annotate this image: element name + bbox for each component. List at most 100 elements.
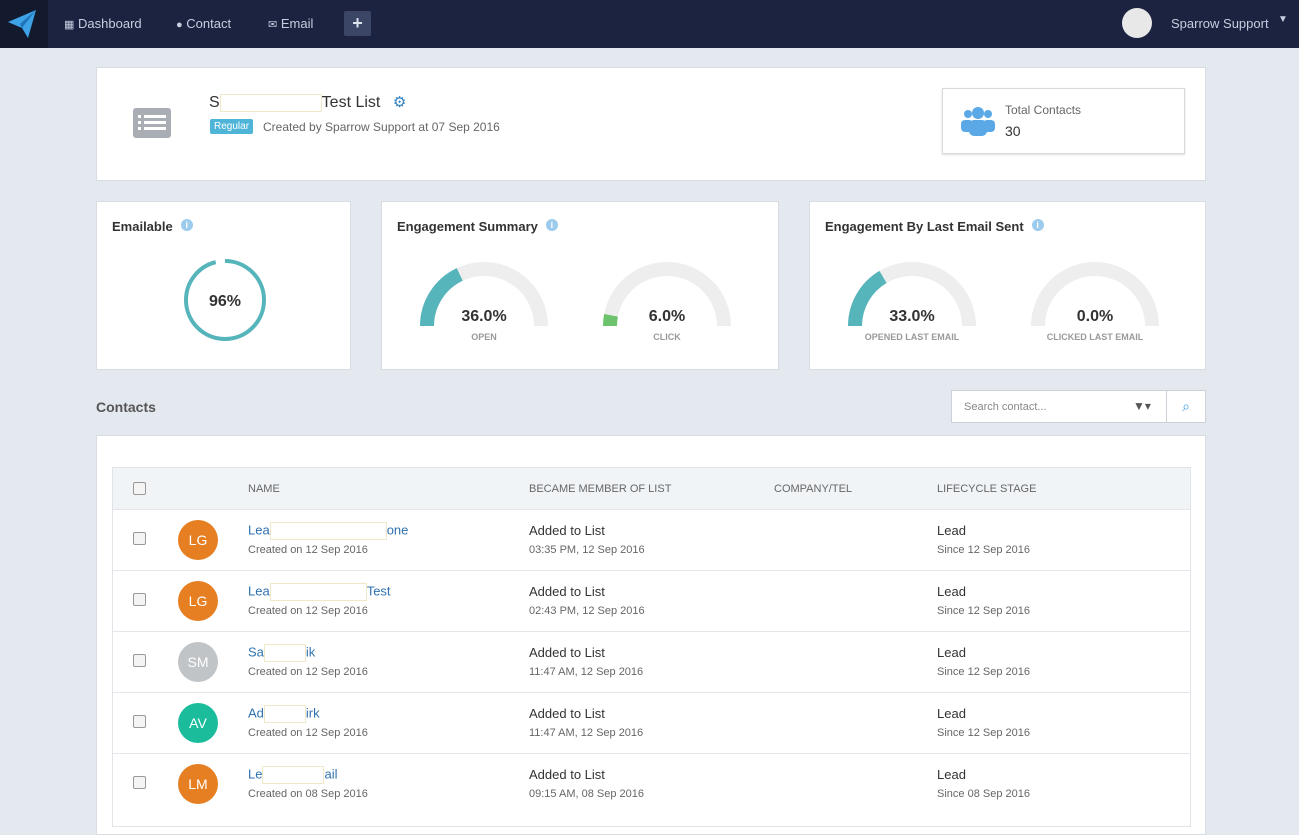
contacts-table: NAME BECAME MEMBER OF LIST COMPANY/TEL L… [112,467,1191,827]
list-created: Created by Sparrow Support at 07 Sep 201… [263,120,500,134]
table-header: NAME BECAME MEMBER OF LIST COMPANY/TEL L… [113,468,1190,509]
total-contacts-value: 30 [1005,123,1021,139]
contacts-title: Contacts [96,399,156,415]
redaction [269,583,367,601]
redaction [263,644,306,662]
list-icon [133,108,171,138]
search-input[interactable]: Search contact... ▼▾ [951,390,1167,423]
emailable-ring: 96% [184,259,266,341]
contact-avatar: LG [178,520,218,560]
info-icon[interactable]: i [545,219,558,231]
nav-email[interactable]: ✉ Email [268,16,314,31]
row-checkbox[interactable] [133,532,146,545]
user-avatar[interactable] [1122,8,1152,38]
gauge-arc [420,268,463,327]
member-time: 02:43 PM, 12 Sep 2016 [529,605,645,617]
search-placeholder: Search contact... [964,401,1047,413]
contact-created: Created on 12 Sep 2016 [248,727,368,739]
row-checkbox[interactable] [133,593,146,606]
logo-icon [8,10,36,38]
search-button[interactable]: ⌕ [1166,390,1206,423]
lifecycle-since: Since 12 Sep 2016 [937,605,1030,617]
ring-arc [184,259,266,341]
card-title-text: Engagement By Last Email Sent [825,219,1024,234]
member-status: Added to List [529,645,605,660]
user-name[interactable]: Sparrow Support [1171,16,1269,31]
lifecycle-since: Since 08 Sep 2016 [937,788,1030,800]
contact-row: AV Ad irk Created on 12 Sep 2016 Added to… [113,692,1190,754]
row-checkbox[interactable] [133,715,146,728]
contact-row: LG Lea one Created on 12 Sep 2016 Added t… [113,509,1190,571]
user-caret[interactable]: ▼ [1278,14,1288,25]
contact-created: Created on 12 Sep 2016 [248,605,368,617]
gauge-caption: CLICKED LAST EMAIL [1047,332,1144,342]
member-status: Added to List [529,767,605,782]
gauge: 33.0% OPENED LAST EMAIL [848,262,976,342]
name-start: Le [248,766,263,782]
lifecycle-stage: Lead [937,645,966,660]
gauge-caption: OPENED LAST EMAIL [865,332,960,342]
list-title: S Test List ⚙ [209,93,406,112]
total-contacts-label: Total Contacts [1005,103,1082,117]
contact-created: Created on 12 Sep 2016 [248,666,368,678]
list-badge: Regular [210,119,254,134]
gauge-track [603,262,731,327]
nav-label: Email [280,16,314,31]
member-status: Added to List [529,584,605,599]
contact-row: LM Le ail Created on 08 Sep 2016 Added to… [113,753,1190,815]
contact-created: Created on 08 Sep 2016 [248,788,368,800]
total-contacts: Total Contacts 30 [942,88,1185,154]
contact-name[interactable]: Lea one [248,522,408,540]
list-title-start: S [209,94,220,111]
people-icon [961,107,995,136]
select-all-checkbox[interactable] [133,482,146,495]
name-end: irk [305,705,320,721]
member-time: 11:47 AM, 12 Sep 2016 [529,666,644,678]
card-title-text: Emailable [112,219,173,234]
contact-name[interactable]: Le ail [248,766,337,784]
contact-created: Created on 12 Sep 2016 [248,544,368,556]
add-button[interactable]: + [344,11,371,36]
lifecycle-stage: Lead [937,584,966,599]
lifecycle-stage: Lead [937,706,966,721]
nav-contact[interactable]: ● Contact [176,16,232,31]
ring-label: 96% [209,293,241,310]
row-checkbox[interactable] [133,776,146,789]
row-checkbox[interactable] [133,654,146,667]
name-start: Ad [248,705,264,721]
contact-name[interactable]: Lea Test [248,583,391,601]
name-start: Lea [248,522,270,538]
member-status: Added to List [529,706,605,721]
engagement-last-card: Engagement By Last Email Sent i 33.0% OPE… [809,201,1206,370]
member-time: 11:47 AM, 12 Sep 2016 [529,727,644,739]
contact-name[interactable]: Sa ik [248,644,315,662]
column-header: LIFECYCLE STAGE [937,483,1037,495]
gauge-label: 33.0% [889,308,934,325]
redaction [262,766,325,784]
filter-button[interactable]: ▼▾ [1133,399,1151,413]
gauge-label: 6.0% [649,308,685,325]
column-header: BECAME MEMBER OF LIST [529,483,672,495]
column-header: COMPANY/TEL [774,483,853,495]
logo[interactable] [0,0,48,48]
info-icon[interactable]: i [180,219,193,231]
name-end: ail [324,766,338,782]
column-header: NAME [248,483,280,495]
card-title: Emailable i [112,219,193,234]
member-status: Added to List [529,523,605,538]
nav-dashboard[interactable]: ▦ Dashboard [64,16,142,31]
card-title: Engagement By Last Email Sent i [825,219,1044,234]
gauge-label: 36.0% [461,308,506,325]
lifecycle-since: Since 12 Sep 2016 [937,727,1030,739]
lifecycle-since: Since 12 Sep 2016 [937,666,1030,678]
lifecycle-stage: Lead [937,523,966,538]
gauge-track [1031,262,1159,327]
redaction [219,93,322,112]
info-icon[interactable]: i [1031,219,1044,231]
member-time: 03:35 PM, 12 Sep 2016 [529,544,645,556]
settings-icon[interactable]: ⚙ [392,94,407,111]
contact-name[interactable]: Ad irk [248,705,320,723]
contacts-table-card: NAME BECAME MEMBER OF LIST COMPANY/TEL L… [96,435,1206,835]
contact-avatar: AV [178,703,218,743]
